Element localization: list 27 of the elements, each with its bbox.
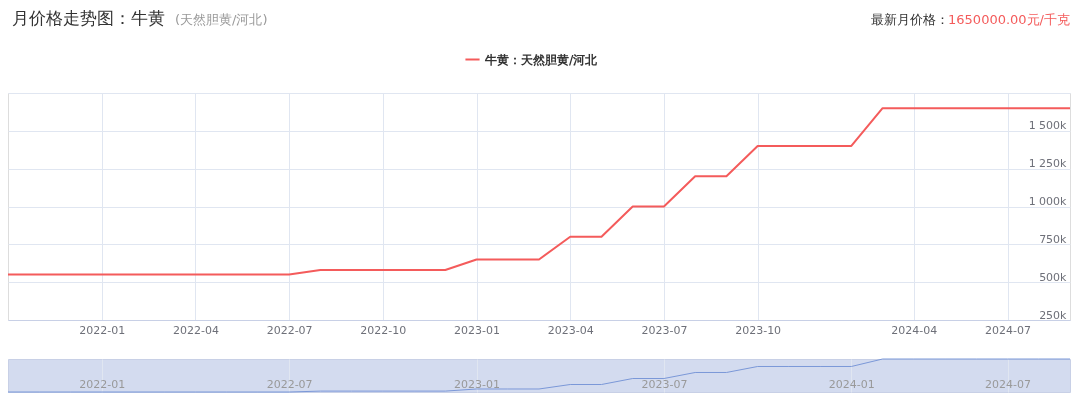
x-tick-label: 2022-01 (79, 377, 126, 391)
x-tick-label: 2023-07 (641, 377, 688, 391)
y-tick-label: 500k (1039, 270, 1068, 284)
x-tick-label: 2024-07 (985, 323, 1032, 337)
x-tick-label: 2023-07 (641, 323, 688, 337)
x-tick-label: 2022-04 (172, 323, 219, 337)
x-tick-label: 2022-10 (360, 323, 407, 337)
x-tick-label: 2023-10 (735, 323, 782, 337)
x-tick-label: 2024-04 (891, 323, 938, 337)
text: 最新月价格： (871, 12, 950, 27)
y-tick-label: 1 500k (1028, 119, 1068, 133)
legend-label: 牛黄：天然胆黄/河北 (484, 52, 599, 67)
chart-subtitle: (天然胆黄/河北) (175, 12, 268, 27)
x-tick-label: 2022-07 (266, 323, 313, 337)
y-tick-label: 1 000k (1028, 195, 1068, 208)
x-tick-label: 2022-01 (79, 323, 126, 337)
x-tick-label: 2024-01 (828, 377, 875, 391)
x-tick-label: 2023-01 (454, 377, 501, 391)
y-tick-label: 1 250k (1028, 157, 1068, 171)
x-tick-label: 2023-01 (454, 323, 501, 337)
x-tick-label: 2024-07 (985, 377, 1032, 391)
chart-title: 月价格走势图：牛黄 (12, 8, 165, 28)
y-tick-label: 250k (1039, 308, 1068, 322)
x-tick-label: 2023-04 (547, 323, 594, 337)
y-tick-label: 750k (1039, 232, 1068, 246)
text: 1650000.00元/千克 (948, 12, 1070, 27)
x-tick-label: 2022-07 (266, 377, 313, 391)
